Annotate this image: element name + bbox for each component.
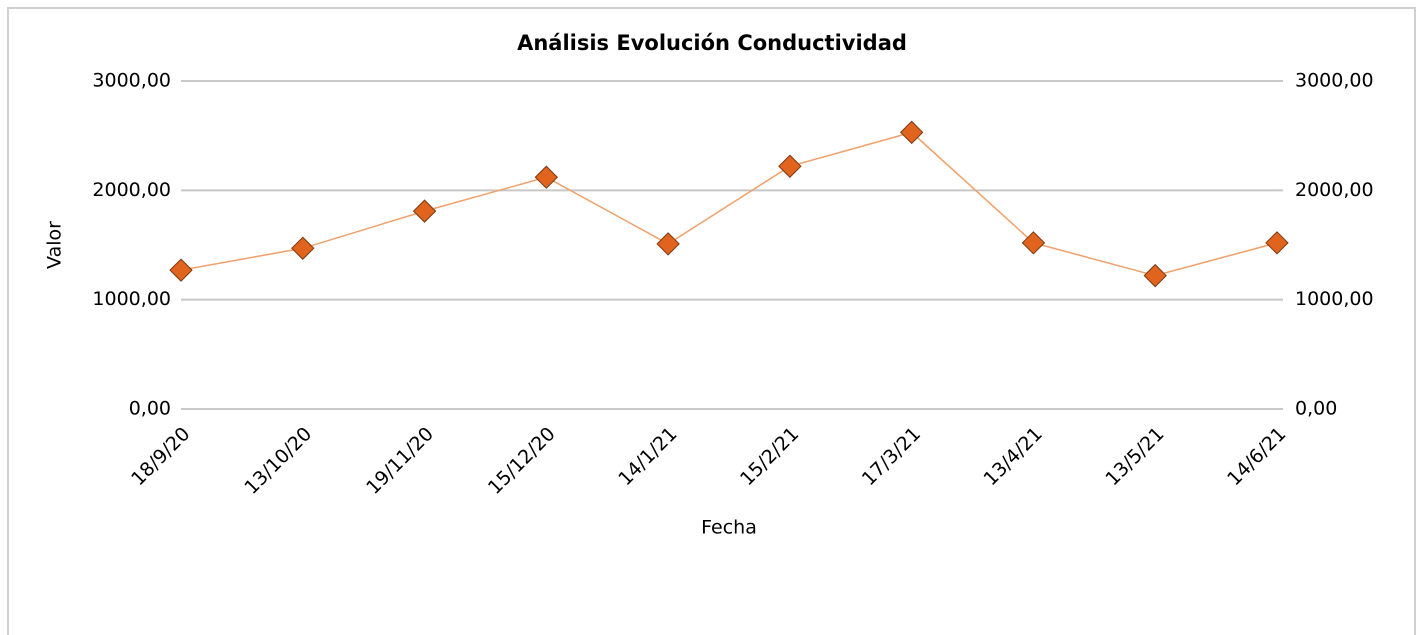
chart-frame xyxy=(7,7,1416,635)
data-point xyxy=(778,154,802,178)
x-tick-label: 14/6/21 xyxy=(1223,423,1290,490)
data-point xyxy=(412,199,437,223)
x-tick-label: 17/3/21 xyxy=(858,423,925,490)
y-axis-label: Valor xyxy=(44,221,66,269)
x-axis-label: Fecha xyxy=(701,517,757,539)
data-point xyxy=(656,232,680,256)
x-tick-label: 14/1/21 xyxy=(614,423,681,490)
data-point xyxy=(291,236,315,260)
x-tick-label: 13/5/21 xyxy=(1101,423,1168,490)
y2-tick-label: 0,00 xyxy=(1295,398,1337,420)
y-tick-label: 3000,00 xyxy=(92,70,171,92)
y-tick-label: 1000,00 xyxy=(92,288,171,310)
series-line xyxy=(180,131,1278,277)
x-tick-label: 13/4/21 xyxy=(980,423,1047,490)
x-tick-label: 15/12/20 xyxy=(484,423,560,499)
x-tick-label: 13/10/20 xyxy=(240,423,316,499)
data-point xyxy=(169,258,193,282)
data-point xyxy=(1143,263,1167,288)
y2-tick-label: 1000,00 xyxy=(1295,288,1374,310)
data-point xyxy=(899,120,924,145)
y2-tick-label: 2000,00 xyxy=(1295,179,1374,201)
y-tick-label: 2000,00 xyxy=(92,179,171,201)
data-point xyxy=(1265,231,1289,255)
x-tick-label: 15/2/21 xyxy=(736,423,803,490)
y-tick-label: 0,00 xyxy=(129,398,171,420)
x-tick-label: 18/9/20 xyxy=(127,423,194,490)
data-point xyxy=(1021,231,1046,255)
data-point xyxy=(534,165,559,189)
x-tick-label: 19/11/20 xyxy=(362,423,438,499)
y2-tick-label: 3000,00 xyxy=(1295,70,1374,92)
chart-title: Análisis Evolución Conductividad xyxy=(517,31,907,55)
